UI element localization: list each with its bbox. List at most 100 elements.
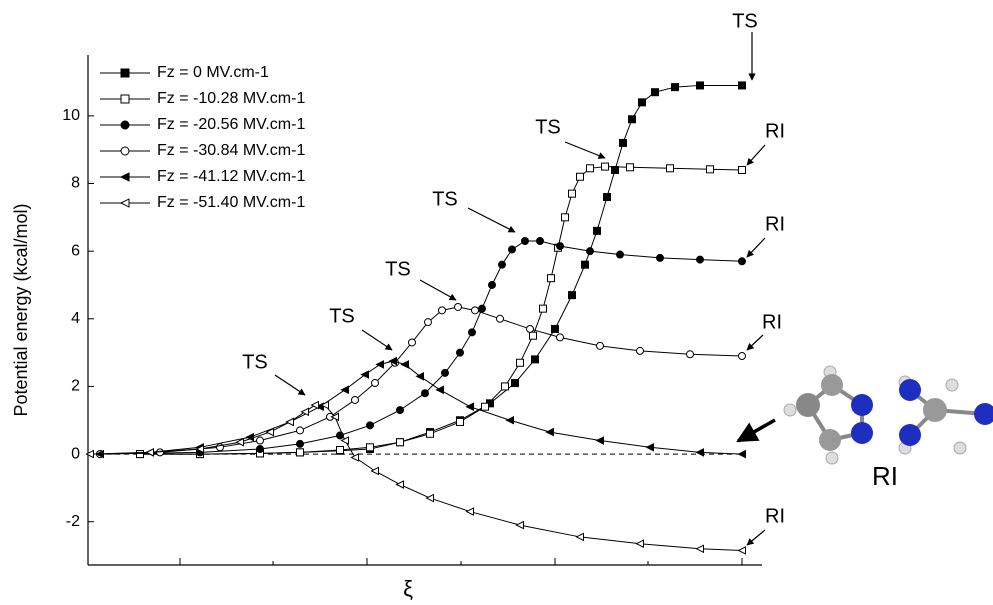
annotation: TS (432, 188, 458, 210)
marker (532, 356, 539, 363)
marker (739, 352, 746, 359)
marker (639, 99, 646, 106)
marker (157, 449, 164, 456)
marker (597, 342, 604, 349)
marker (482, 403, 489, 410)
marker (540, 305, 547, 312)
marker (657, 254, 664, 261)
marker (121, 95, 129, 103)
annotation: RI (765, 505, 785, 527)
marker (569, 190, 576, 197)
marker (530, 332, 537, 339)
marker (427, 430, 434, 437)
marker (569, 292, 576, 299)
annotation-arrow (747, 335, 763, 350)
marker (604, 194, 611, 201)
marker (297, 427, 304, 434)
chart: Potential energy (kcal/mol) ξ -20246810F… (0, 0, 993, 605)
series (97, 303, 746, 457)
marker (147, 449, 154, 456)
marker (457, 418, 464, 425)
marker (312, 402, 319, 409)
y-tick-label: 4 (71, 310, 80, 327)
series (137, 82, 746, 458)
marker (467, 403, 474, 410)
annotation: TS (385, 258, 411, 280)
marker (489, 281, 496, 288)
marker (367, 444, 374, 451)
marker (739, 82, 746, 89)
marker (352, 454, 359, 461)
marker (439, 307, 446, 314)
annotation: TS (242, 351, 268, 373)
marker (121, 199, 129, 207)
marker (467, 508, 474, 515)
big-arrow (738, 420, 775, 441)
molecule (784, 366, 993, 464)
marker (287, 418, 294, 425)
legend-label: Fz = -30.84 MV.cm-1 (157, 142, 305, 159)
marker (502, 383, 509, 390)
annotation: RI (762, 311, 782, 333)
marker (372, 380, 379, 387)
marker (297, 449, 304, 456)
y-tick-label: 10 (62, 107, 80, 124)
marker (557, 334, 564, 341)
series-line (90, 405, 742, 550)
marker (409, 339, 416, 346)
x-axis-label: ξ (403, 576, 413, 601)
marker (647, 444, 654, 451)
annotation-arrow (747, 145, 765, 165)
annotation: RI (765, 213, 785, 235)
marker (582, 261, 589, 268)
marker (617, 251, 624, 258)
marker (472, 307, 479, 314)
marker (587, 248, 594, 255)
marker (739, 451, 746, 458)
marker (629, 116, 636, 123)
marker (612, 166, 619, 173)
annotation: TS (329, 305, 355, 327)
marker (739, 547, 746, 554)
marker (522, 238, 529, 245)
annotation: RI (872, 461, 898, 491)
marker (257, 445, 264, 452)
legend-label: Fz = -10.28 MV.cm-1 (157, 90, 305, 107)
annotation-arrow (362, 330, 392, 350)
legend-label: Fz = -20.56 MV.cm-1 (157, 116, 305, 133)
marker (479, 305, 486, 312)
marker (121, 173, 129, 181)
marker (577, 533, 584, 540)
marker (377, 361, 384, 368)
marker (587, 165, 594, 172)
marker (425, 319, 432, 326)
marker (697, 82, 704, 89)
marker (337, 447, 344, 454)
marker (457, 349, 464, 356)
series-line (100, 241, 742, 454)
series (97, 238, 746, 458)
marker (442, 369, 449, 376)
annotation-arrow (468, 208, 515, 232)
series-line (140, 85, 742, 454)
marker (121, 121, 129, 129)
annotation: RI (765, 120, 785, 142)
marker (512, 380, 519, 387)
marker (352, 396, 359, 403)
marker (507, 417, 514, 424)
annotation-arrow (565, 142, 605, 158)
marker (397, 439, 404, 446)
annotation-arrow (275, 375, 305, 395)
marker (652, 89, 659, 96)
marker (557, 243, 564, 250)
marker (697, 256, 704, 263)
y-tick-label: 0 (71, 445, 80, 462)
series (97, 358, 746, 458)
marker (577, 173, 584, 180)
annotation: TS (535, 116, 561, 138)
marker (455, 303, 462, 310)
marker (667, 165, 674, 172)
marker (121, 147, 129, 155)
annotation-arrow (420, 280, 456, 300)
annotation: TS (732, 10, 758, 32)
